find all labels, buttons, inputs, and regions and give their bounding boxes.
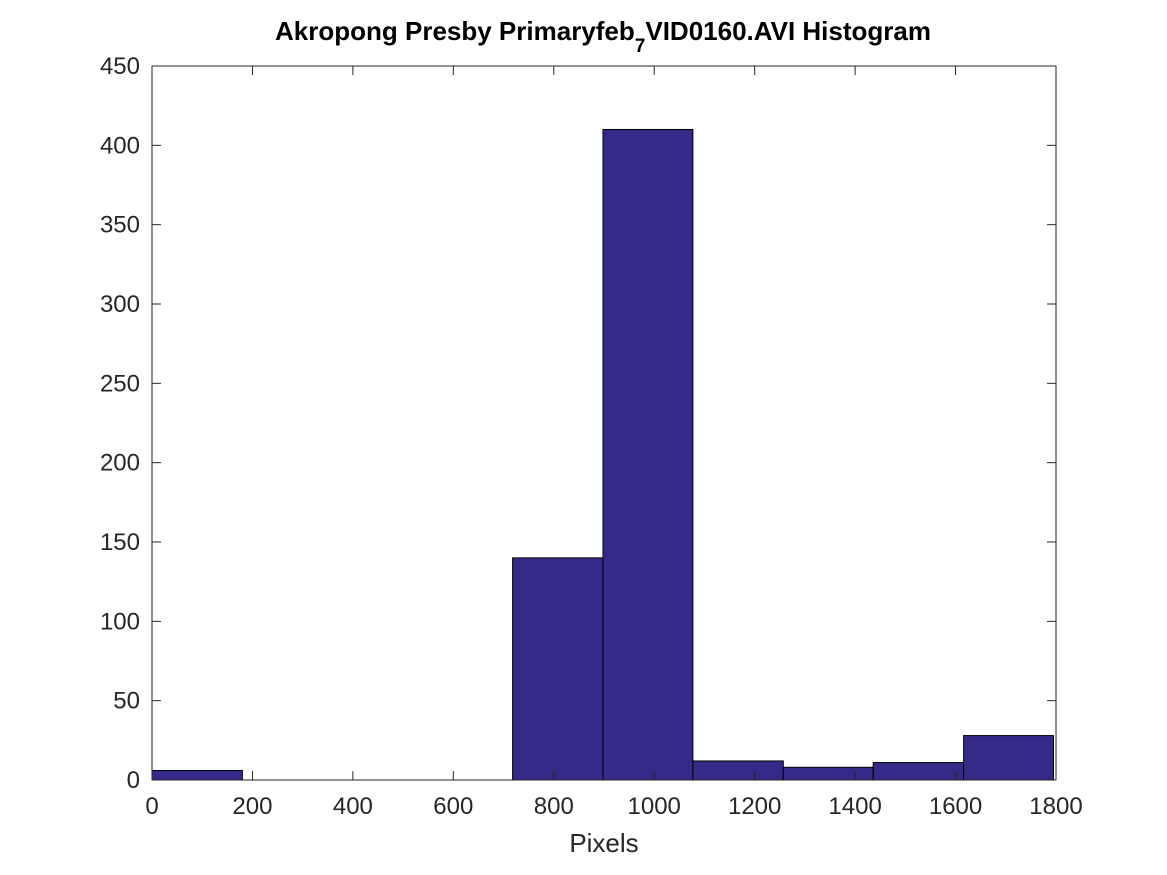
x-tick-label-5: 1000 [628,793,681,820]
y-tick-label-4: 200 [100,450,140,477]
y-tick-labels: 0 50 100 150 200 250 300 350 400 450 [100,53,140,794]
y-tick-label-5: 250 [100,370,140,397]
chart-title-rest: VID0160.AVI Histogram [645,16,931,46]
y-tick-label-8: 400 [100,132,140,159]
x-tick-label-0: 0 [145,793,158,820]
histogram-bar-4 [512,557,604,781]
histogram-bar-7 [782,766,874,781]
histogram-bar-8 [872,762,965,781]
y-tick-label-9: 450 [100,53,140,80]
y-tick-label-6: 300 [100,291,140,318]
y-tick-label-0: 0 [127,767,140,794]
x-tick-labels: 0 200 400 600 800 1000 1200 1400 1600 1800 [145,793,1082,820]
y-tick-label-1: 50 [113,688,140,715]
x-tick-label-4: 800 [534,793,574,820]
x-tick-label-9: 1800 [1029,793,1082,820]
y-tick-label-3: 150 [100,529,140,556]
x-axis-label: Pixels [569,828,638,858]
chart-title-main: Akropong Presby Primaryfeb [275,16,635,46]
plot-box [151,65,1057,781]
y-tick-label-7: 350 [100,212,140,239]
histogram-bar-6 [692,760,784,781]
x-tick-label-7: 1400 [828,793,881,820]
x-tick-label-3: 600 [433,793,473,820]
chart-title-subscript: 7 [635,36,646,57]
bars-group [151,128,1054,781]
x-tick-label-1: 200 [232,793,272,820]
histogram-bar-9 [963,735,1054,781]
chart-title: Akropong Presby Primaryfeb7VID0160.AVI H… [275,16,931,57]
x-tick-label-8: 1600 [929,793,982,820]
histogram-bar-5 [602,128,694,781]
y-tick-label-2: 100 [100,608,140,635]
x-tick-label-2: 400 [333,793,373,820]
histogram-bar-0 [151,769,243,781]
x-tick-label-6: 1200 [728,793,781,820]
